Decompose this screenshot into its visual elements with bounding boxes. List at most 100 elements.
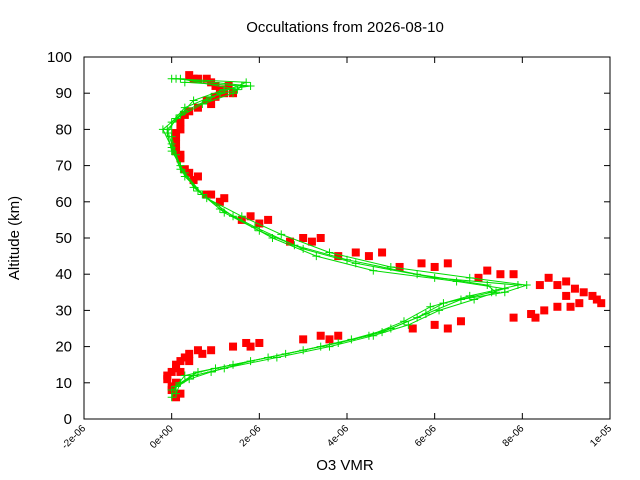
data-point (299, 346, 308, 355)
data-point (172, 364, 181, 373)
data-point (343, 255, 351, 264)
data-point (316, 234, 325, 242)
data-point (312, 252, 321, 261)
data-point (272, 353, 281, 362)
data-point (435, 306, 444, 315)
data-point (470, 295, 479, 304)
profile-line (162, 78, 519, 398)
data-point (202, 74, 211, 83)
data-point (443, 324, 452, 333)
data-point (535, 281, 544, 290)
data-point (290, 241, 299, 250)
data-point (176, 357, 185, 366)
data-point (163, 125, 172, 134)
y-tick-label: 50 (55, 230, 72, 247)
data-point (325, 335, 334, 344)
series-1 (163, 71, 606, 402)
data-point (334, 331, 343, 340)
data-point (531, 313, 540, 322)
data-point (215, 205, 224, 214)
data-point (215, 89, 224, 98)
data-point (570, 284, 579, 293)
data-point (325, 342, 334, 351)
data-point (224, 81, 233, 90)
data-point (220, 194, 229, 203)
data-point (566, 302, 575, 311)
data-point (202, 96, 211, 105)
data-point (452, 277, 461, 286)
data-point (180, 353, 189, 362)
data-point (237, 81, 246, 90)
data-point (246, 212, 255, 221)
data-point (369, 331, 378, 340)
data-point (299, 335, 308, 344)
y-tick-label: 10 (55, 375, 72, 392)
data-point (180, 371, 189, 380)
data-point (193, 103, 202, 112)
data-point (399, 317, 408, 326)
data-point (439, 299, 448, 308)
x-tick-label: 8e-06 (501, 423, 527, 449)
data-point (189, 96, 198, 105)
data-point (215, 197, 224, 206)
y-tick-label: 60 (55, 194, 72, 211)
data-point (193, 172, 202, 181)
data-point (575, 299, 584, 308)
data-point (176, 367, 185, 376)
x-tick-label: 2e-06 (238, 423, 264, 449)
data-point (185, 375, 194, 384)
data-point (198, 349, 207, 358)
data-point (395, 262, 404, 271)
data-point (185, 168, 194, 177)
chart-title: Occultations from 2026-08-10 (246, 19, 444, 36)
data-point (211, 81, 220, 90)
data-point (246, 357, 255, 366)
data-point (277, 230, 286, 239)
data-point (286, 237, 295, 246)
data-point (180, 107, 189, 116)
x-tick-label: 6e-06 (413, 423, 439, 449)
data-point (172, 139, 181, 148)
data-point (237, 212, 246, 221)
data-point (316, 331, 325, 340)
y-tick-label: 80 (55, 121, 72, 138)
data-point (465, 291, 474, 300)
y-tick-label: 0 (64, 411, 72, 428)
x-axis-label: O3 VMR (316, 457, 374, 474)
x-tick-label: 4e-06 (325, 423, 351, 449)
y-axis-label: Altitude (km) (6, 196, 23, 280)
data-point (189, 176, 198, 185)
data-point (176, 125, 185, 134)
data-point (562, 291, 571, 300)
data-point (167, 139, 176, 148)
data-point (176, 150, 185, 159)
data-point (299, 234, 308, 242)
data-point (167, 386, 176, 395)
data-point (185, 357, 194, 366)
data-point (386, 262, 395, 271)
data-point (242, 78, 251, 87)
series-2 (158, 74, 531, 402)
data-point (527, 310, 536, 319)
data-point (430, 320, 439, 329)
data-point (430, 262, 439, 271)
data-point (492, 288, 501, 297)
data-point (193, 346, 202, 355)
data-point (220, 364, 229, 373)
data-point (347, 335, 356, 344)
data-point (207, 100, 216, 109)
data-point (167, 393, 176, 402)
data-point (413, 270, 422, 279)
y-tick-label: 90 (55, 85, 72, 102)
x-tick-label: 1e-05 (588, 423, 614, 449)
data-point (474, 273, 483, 282)
data-point (544, 273, 553, 282)
data-point (369, 266, 378, 275)
data-point (176, 118, 185, 127)
data-point (483, 281, 492, 290)
data-point (443, 259, 452, 268)
data-point (553, 302, 562, 311)
data-point (500, 288, 509, 297)
